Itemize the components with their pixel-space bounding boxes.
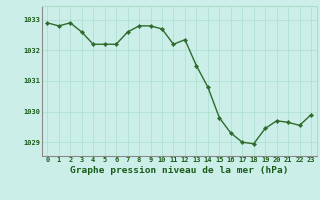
- X-axis label: Graphe pression niveau de la mer (hPa): Graphe pression niveau de la mer (hPa): [70, 166, 288, 175]
